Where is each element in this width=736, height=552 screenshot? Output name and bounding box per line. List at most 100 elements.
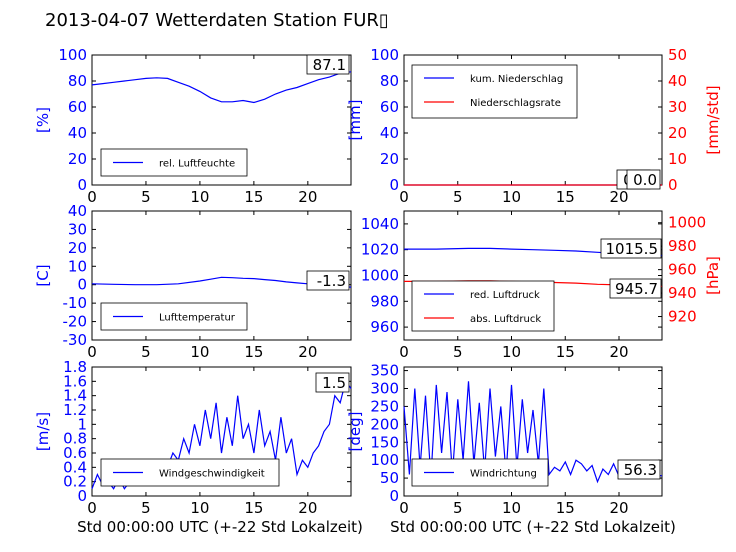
x-axis-label-left: Std 00:00:00 UTC (+-22 Std Lokalzeit) xyxy=(77,518,363,536)
x-tick-label: 5 xyxy=(141,188,151,206)
value-label-box xyxy=(600,238,662,259)
x-tick-label: 20 xyxy=(609,343,628,361)
y-tick-label-right: 960 xyxy=(668,261,697,279)
value-label-box xyxy=(306,270,350,291)
value-label-box xyxy=(315,372,350,393)
y-tick-label: 10 xyxy=(68,257,87,275)
y-tick-label: 80 xyxy=(380,72,399,90)
y-tick-label: 30 xyxy=(68,220,87,238)
x-tick-label: 10 xyxy=(190,343,209,361)
y-tick-label: 150 xyxy=(370,433,399,451)
y-tick-label: 0 xyxy=(389,176,399,194)
y-tick-label: 0.8 xyxy=(63,430,87,448)
y-axis-label: [deg] xyxy=(346,412,364,452)
x-tick-label: 5 xyxy=(141,343,151,361)
x-tick-label: 5 xyxy=(453,499,463,517)
y-tick-label-right: 0 xyxy=(668,176,678,194)
legend-box xyxy=(100,148,248,177)
value-label: -1.3 xyxy=(317,272,346,290)
y-tick-label: 40 xyxy=(380,124,399,142)
panel-winddir: 0 5 10 15 20050100150200250300350[deg]Windri… xyxy=(346,362,663,517)
value-label: 1.5 xyxy=(322,374,346,392)
y-tick-label: -10 xyxy=(63,294,88,312)
y-axis-label: [m/s] xyxy=(34,412,52,451)
y-tick-label: 1 xyxy=(77,415,87,433)
y-tick-label: 0 xyxy=(77,487,87,505)
y-tick-label: 100 xyxy=(370,451,399,469)
y-tick-label: 1.4 xyxy=(63,387,87,405)
y-tick-label: 250 xyxy=(370,397,399,415)
x-tick-label: 10 xyxy=(502,499,521,517)
y-tick-label: 0.6 xyxy=(63,444,87,462)
x-tick-label: 0 xyxy=(399,188,409,206)
y-tick-label: 200 xyxy=(370,415,399,433)
y-tick-label: 1000 xyxy=(361,267,399,285)
legend-label: rel. Luftfeuchte xyxy=(159,159,235,170)
figure-title: 2013-04-07 Wetterdaten Station FUR▯ xyxy=(45,10,389,31)
x-axis-label-right: Std 00:00:00 UTC (+-22 Std Lokalzeit) xyxy=(390,518,676,536)
y-tick-label: 60 xyxy=(380,98,399,116)
value-label-box xyxy=(306,54,350,75)
y-axis-label-right: [hPa] xyxy=(704,256,722,295)
series-line-1 xyxy=(91,71,352,104)
x-tick-label: 0 xyxy=(87,499,97,517)
x-tick-label: 0 xyxy=(399,499,409,517)
value-label-2: 0.0 xyxy=(633,171,657,189)
x-tick-label: 15 xyxy=(556,188,575,206)
x-tick-label: 15 xyxy=(244,188,263,206)
x-tick-label: 5 xyxy=(453,188,463,206)
value-label-box xyxy=(617,459,661,480)
y-tick-label-right: 980 xyxy=(668,237,697,255)
y-axis-label: [%] xyxy=(34,107,52,133)
y-tick-label: 1040 xyxy=(361,215,399,233)
panel-humidity: 0 5 10 15 20 0 20 40 60 80 100 [%] rel. Luftfeuchte 8… xyxy=(34,46,352,206)
x-tick-label: 20 xyxy=(298,343,317,361)
legend-box xyxy=(411,64,578,119)
x-tick-label: 15 xyxy=(556,343,575,361)
value-label-2: 945.7 xyxy=(615,280,658,298)
y-tick-label: -20 xyxy=(63,313,88,331)
x-tick-label: 5 xyxy=(453,343,463,361)
x-tick-label: 10 xyxy=(502,188,521,206)
y-tick-label: 0.4 xyxy=(63,458,87,476)
y-tick-label: 350 xyxy=(370,362,399,380)
value-label: 56.3 xyxy=(624,461,657,479)
y-tick-label-right: 1000 xyxy=(668,214,706,232)
y-tick-label: 1.2 xyxy=(63,401,87,419)
x-tick-label: 15 xyxy=(244,499,263,517)
y-tick-label: 60 xyxy=(68,98,87,116)
y-tick-label: 0.2 xyxy=(63,473,87,491)
x-tick-label: 20 xyxy=(609,188,628,206)
legend-label: Lufttemperatur xyxy=(159,313,236,324)
panel-pressure: 0 5 10 15 20 960 980 1000 1020 1040 920 940 960 980 10… xyxy=(361,210,722,361)
legend-label: abs. Luftdruck xyxy=(470,314,541,325)
x-tick-label: 10 xyxy=(502,343,521,361)
x-tick-label: 0 xyxy=(87,343,97,361)
legend-label: Windrichtung xyxy=(470,469,537,480)
legend-label: Niederschlagsrate xyxy=(470,98,561,109)
panel-windspeed: 0 5 10 15 20 00.20.40.60.811.21.41.61.8 [m/s] W… xyxy=(34,358,352,517)
y-tick-label: 20 xyxy=(380,150,399,168)
y-tick-label: 100 xyxy=(370,46,399,64)
value-label-2-box xyxy=(609,278,662,299)
y-tick-label-right: 50 xyxy=(668,46,687,64)
y-axis-label: [mm] xyxy=(346,100,364,141)
x-tick-label: 15 xyxy=(244,343,263,361)
y-axis-label-right: [mm/std] xyxy=(704,85,722,154)
y-tick-label-right: 40 xyxy=(668,72,687,90)
y-tick-label: 1020 xyxy=(361,241,399,259)
value-label: 87.1 xyxy=(313,56,346,74)
x-tick-label: 0 xyxy=(87,188,97,206)
x-tick-label: 15 xyxy=(556,499,575,517)
y-tick-label: 20 xyxy=(68,150,87,168)
x-tick-label: 5 xyxy=(141,499,151,517)
y-tick-label: 80 xyxy=(68,72,87,90)
value-label-2-box xyxy=(626,169,661,190)
x-tick-label: 20 xyxy=(609,499,628,517)
y-tick-label-right: 920 xyxy=(668,308,697,326)
y-tick-label-right: 20 xyxy=(668,124,687,142)
y-tick-label: -30 xyxy=(63,331,88,349)
legend-box xyxy=(411,280,555,332)
